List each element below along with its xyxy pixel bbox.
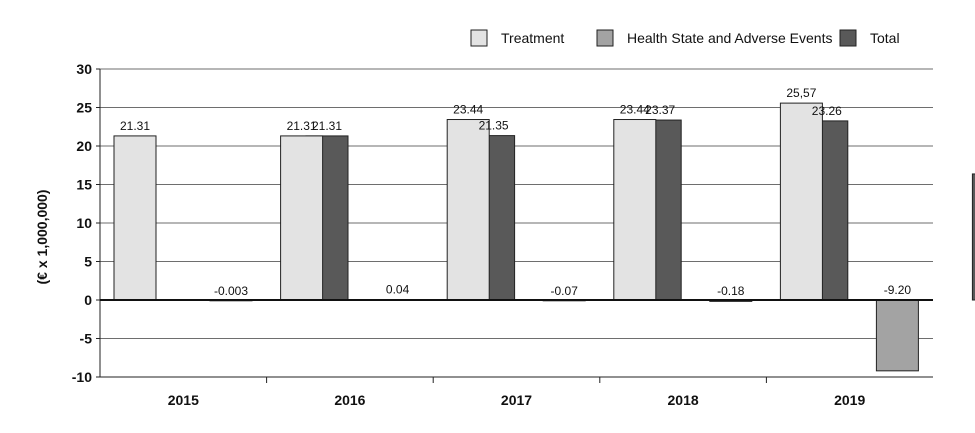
bar-total-2019 bbox=[971, 173, 975, 301]
bar-treatment-2016 bbox=[280, 135, 324, 301]
y-tick-label-0: 0 bbox=[84, 292, 92, 308]
legend-label-health-state-and-adverse-events: Health State and Adverse Events bbox=[627, 30, 832, 46]
x-tick-label-2019: 2019 bbox=[834, 392, 865, 408]
legend-swatch-treatment bbox=[470, 29, 488, 47]
x-tick-label-2017: 2017 bbox=[501, 392, 532, 408]
bar-treatment-2019 bbox=[779, 102, 823, 301]
y-axis-title: (€ x 1,000,000) bbox=[34, 190, 50, 285]
legend-label-total: Total bbox=[870, 30, 900, 46]
y-tick-label--5: -5 bbox=[80, 331, 93, 347]
bar-health-state-and-adverse-events-2019 bbox=[875, 299, 919, 372]
x-tick-label-2018: 2018 bbox=[668, 392, 699, 408]
legend-swatch-health-state-and-adverse-events bbox=[596, 29, 614, 47]
data-label-health-state-and-adverse-events-2019: -9.20 bbox=[884, 283, 912, 297]
y-tick-label-30: 30 bbox=[76, 61, 92, 77]
data-label-treatment-2019: 25,57 bbox=[786, 86, 816, 100]
data-label-total-2018: 23.26 bbox=[812, 104, 842, 118]
label-layer: 21.31-0.00321.3121.310.0421.3523.44-0.07… bbox=[120, 86, 912, 298]
data-label-treatment-2016: 21.31 bbox=[287, 119, 317, 133]
y-tick-label-10: 10 bbox=[76, 215, 92, 231]
bar-layer bbox=[113, 102, 975, 372]
data-label-total-2017: 23.37 bbox=[645, 103, 675, 117]
y-tick-label-25: 25 bbox=[76, 100, 92, 116]
data-label-health-state-and-adverse-events-2015: -0.003 bbox=[214, 284, 248, 298]
bar-treatment-2018 bbox=[613, 119, 657, 301]
data-label-health-state-and-adverse-events-2016: 0.04 bbox=[386, 283, 410, 297]
data-label-health-state-and-adverse-events-2018: -0.18 bbox=[717, 284, 745, 298]
y-tick-label-15: 15 bbox=[76, 177, 92, 193]
data-label-total-2016: 21.35 bbox=[479, 119, 509, 133]
y-tick-label-5: 5 bbox=[84, 254, 92, 270]
legend: Treatment Health State and Adverse Events… bbox=[470, 29, 900, 47]
bar-treatment-2015 bbox=[113, 135, 157, 301]
data-label-treatment-2017: 23.44 bbox=[453, 103, 483, 117]
x-tick-label-2016: 2016 bbox=[334, 392, 365, 408]
axis-layer: -10 -5 0 5 10 15 20 25 30 2015 2016 2017 2018 2019 bbox=[72, 61, 933, 408]
grid-layer bbox=[100, 68, 933, 378]
legend-label-treatment: Treatment bbox=[501, 30, 564, 46]
y-tick-label-20: 20 bbox=[76, 138, 92, 154]
data-label-treatment-2015: 21.31 bbox=[120, 119, 150, 133]
bar-treatment-2017 bbox=[446, 119, 490, 301]
x-tick-label-2015: 2015 bbox=[168, 392, 199, 408]
y-tick-label--10: -10 bbox=[72, 369, 92, 385]
legend-swatch-total bbox=[839, 29, 857, 47]
data-label-treatment-2018: 23.44 bbox=[620, 103, 650, 117]
data-label-total-2015: 21.31 bbox=[312, 119, 342, 133]
data-label-health-state-and-adverse-events-2017: -0.07 bbox=[551, 284, 579, 298]
